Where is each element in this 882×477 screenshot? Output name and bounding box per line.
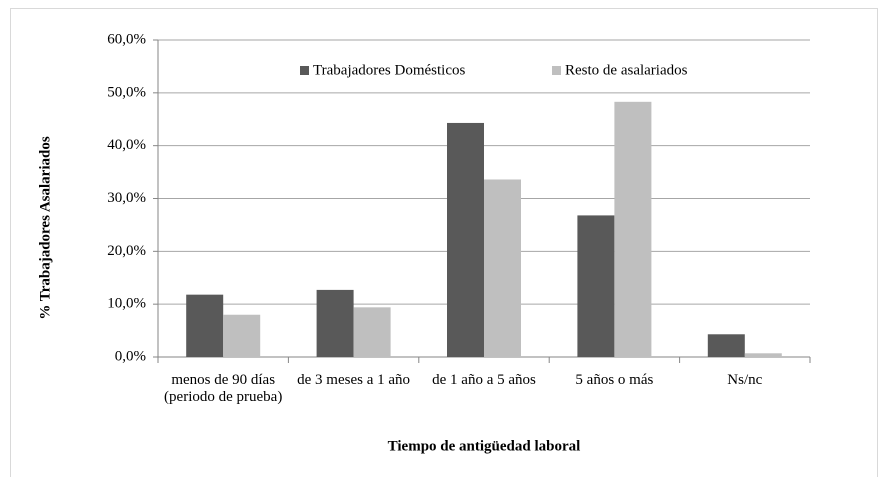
legend-label: Trabajadores Domésticos xyxy=(313,62,465,78)
bar xyxy=(707,334,745,357)
x-tick-label: Ns/nc xyxy=(727,372,763,388)
x-tick-label: de 3 meses a 1 año xyxy=(297,372,411,388)
bar xyxy=(223,314,261,357)
bar xyxy=(447,122,484,357)
x-axis-title: Tiempo de antigüedad laboral xyxy=(388,438,581,454)
legend-label: Resto de asalariados xyxy=(565,62,688,78)
y-tick-label: 40,0% xyxy=(107,137,146,153)
legend-swatch xyxy=(552,66,561,75)
y-tick-label: 10,0% xyxy=(107,296,146,312)
y-tick-label: 50,0% xyxy=(107,84,146,100)
y-tick-label: 20,0% xyxy=(107,243,146,259)
bar xyxy=(484,179,521,357)
y-tick-label: 30,0% xyxy=(107,190,146,206)
y-axis-title: % Trabajadores Asalariados xyxy=(37,136,53,320)
bar xyxy=(614,101,652,357)
bar xyxy=(577,215,615,357)
bar xyxy=(744,353,782,357)
bar xyxy=(186,294,224,357)
bar xyxy=(316,289,354,357)
chart-border xyxy=(10,8,878,477)
x-tick-label: 5 años o más xyxy=(575,372,654,388)
legend-swatch xyxy=(300,66,309,75)
x-tick-label: menos de 90 días (periodo de prueba) xyxy=(164,372,283,405)
bar xyxy=(353,307,391,357)
y-tick-label: 60,0% xyxy=(107,31,146,47)
y-tick-label: 0,0% xyxy=(115,348,146,364)
x-tick-label: de 1 año a 5 años xyxy=(432,372,536,388)
